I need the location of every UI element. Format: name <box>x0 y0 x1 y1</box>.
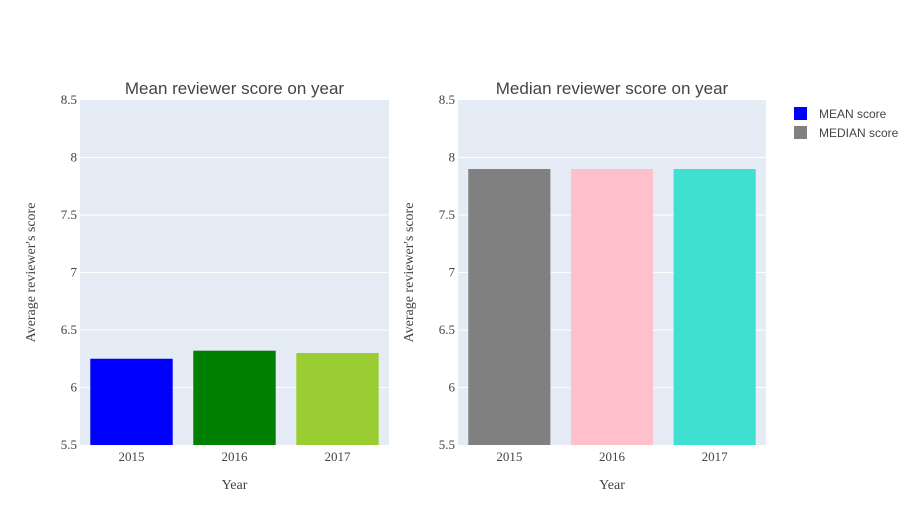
x-tick-label: 2015 <box>496 449 522 464</box>
y-tick-label: 5.5 <box>61 437 77 452</box>
legend-swatch-2 <box>794 126 807 139</box>
legend-entry-1: MEAN score <box>819 107 887 121</box>
bar-2017 <box>673 169 756 445</box>
y-tick-label: 8.5 <box>439 92 455 107</box>
x-axis-label: Year <box>222 478 248 493</box>
x-axis-label: Year <box>599 478 625 493</box>
y-tick-label: 6 <box>449 380 456 395</box>
y-tick-label: 7 <box>71 265 78 280</box>
y-tick-label: 8.5 <box>61 92 77 107</box>
y-tick-label: 8 <box>71 150 78 165</box>
chart-title: Mean reviewer score on year <box>125 79 345 98</box>
x-tick-label: 2017 <box>702 449 729 464</box>
legend-entry-2: MEDIAN score <box>819 126 899 140</box>
y-axis-label: Average reviewer's score <box>402 203 417 343</box>
y-tick-label: 6 <box>71 380 78 395</box>
x-tick-label: 2016 <box>599 449 626 464</box>
bar-2017 <box>296 353 379 445</box>
legend-swatch-1 <box>794 107 807 120</box>
x-tick-label: 2017 <box>325 449 352 464</box>
y-tick-label: 7.5 <box>439 207 455 222</box>
y-tick-label: 6.5 <box>61 322 77 337</box>
y-tick-label: 7.5 <box>61 207 77 222</box>
y-tick-label: 5.5 <box>439 437 455 452</box>
bar-2016 <box>570 169 654 445</box>
x-tick-label: 2016 <box>222 449 249 464</box>
bar-2015 <box>468 169 551 445</box>
y-axis-label: Average reviewer's score <box>24 203 39 343</box>
bar-2015 <box>90 358 173 445</box>
y-tick-label: 6.5 <box>439 322 455 337</box>
y-tick-label: 8 <box>449 150 456 165</box>
y-tick-label: 7 <box>449 265 456 280</box>
bar-2016 <box>193 350 276 445</box>
chart-title: Median reviewer score on year <box>496 79 729 98</box>
x-tick-label: 2015 <box>119 449 145 464</box>
